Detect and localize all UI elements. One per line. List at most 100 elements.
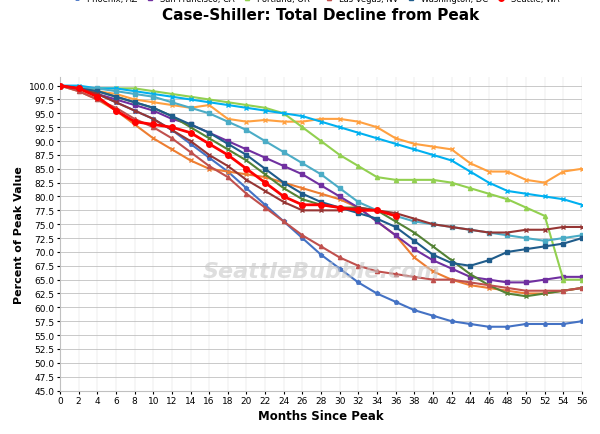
Boston, MA [75, 86, 82, 92]
New York, NY [56, 84, 64, 89]
San Francisco, CA [467, 275, 474, 280]
Phoenix, AZ [187, 142, 194, 147]
Seattle, WA [149, 122, 157, 128]
Washington, DC [467, 263, 474, 269]
Miami, FL [485, 286, 493, 291]
Boston, MA [541, 181, 548, 186]
New York, NY [336, 125, 343, 131]
Miami, FL [523, 291, 530, 296]
Los Angeles, CA [317, 208, 325, 214]
Miami, FL [262, 175, 269, 180]
Los Angeles, CA [467, 227, 474, 233]
Miami, FL [299, 186, 306, 191]
Portland, OR [392, 178, 399, 183]
Miami, FL [149, 136, 157, 141]
Los Angeles, CA [224, 164, 232, 169]
New York, NY [149, 92, 157, 97]
Las Vegas, NV [112, 106, 119, 111]
Washington, DC [299, 192, 306, 197]
Portland, OR [262, 106, 269, 111]
Boston, MA [280, 120, 287, 125]
San Diego, CA [560, 289, 567, 294]
Miami, FL [578, 286, 586, 291]
Phoenix, AZ [94, 92, 101, 97]
Las Vegas, NV [373, 269, 380, 274]
Washington, DC [224, 142, 232, 147]
San Diego, CA [149, 106, 157, 111]
Las Vegas, NV [448, 277, 455, 283]
San Diego, CA [448, 258, 455, 263]
Los Angeles, CA [149, 117, 157, 122]
New York, NY [112, 86, 119, 92]
Washington, DC [485, 258, 493, 263]
Miami, FL [94, 98, 101, 103]
Miami, FL [317, 192, 325, 197]
Boston, MA [224, 117, 232, 122]
Los Angeles, CA [485, 230, 493, 236]
Las Vegas, NV [224, 175, 232, 180]
Portland, OR [243, 103, 250, 108]
Boston, MA [355, 120, 362, 125]
Tampa, FL [560, 236, 567, 241]
San Diego, CA [131, 100, 138, 105]
Portland, OR [56, 84, 64, 89]
Tampa, FL [355, 200, 362, 205]
Boston, MA [56, 84, 64, 89]
Boston, MA [317, 117, 325, 122]
Phoenix, AZ [262, 203, 269, 208]
New York, NY [523, 192, 530, 197]
San Francisco, CA [485, 277, 493, 283]
Los Angeles, CA [355, 205, 362, 210]
Phoenix, AZ [355, 280, 362, 286]
Portland, OR [224, 100, 232, 105]
San Diego, CA [262, 172, 269, 178]
Las Vegas, NV [336, 255, 343, 260]
Washington, DC [578, 236, 586, 241]
Las Vegas, NV [149, 125, 157, 131]
Phoenix, AZ [485, 324, 493, 329]
San Diego, CA [373, 208, 380, 214]
Los Angeles, CA [578, 225, 586, 230]
New York, NY [206, 100, 213, 105]
Tampa, FL [541, 239, 548, 244]
Portland, OR [373, 175, 380, 180]
Washington, DC [206, 131, 213, 136]
Phoenix, AZ [373, 291, 380, 296]
Las Vegas, NV [504, 286, 511, 291]
Washington, DC [541, 244, 548, 250]
Miami, FL [131, 122, 138, 128]
Legend: Boston, MA, Phoenix, AZ, Miami, FL, San Francisco, CA, San Diego, CA, Portland, : Boston, MA, Phoenix, AZ, Miami, FL, San … [69, 0, 578, 4]
New York, NY [299, 114, 306, 119]
New York, NY [467, 170, 474, 175]
Boston, MA [373, 125, 380, 131]
Tampa, FL [112, 89, 119, 95]
Portland, OR [131, 86, 138, 92]
Portland, OR [485, 192, 493, 197]
Washington, DC [523, 247, 530, 252]
Phoenix, AZ [336, 266, 343, 272]
New York, NY [504, 189, 511, 194]
New York, NY [373, 136, 380, 141]
Las Vegas, NV [392, 272, 399, 277]
Los Angeles, CA [206, 153, 213, 158]
San Francisco, CA [523, 280, 530, 286]
Tampa, FL [336, 186, 343, 191]
Tampa, FL [523, 236, 530, 241]
Washington, DC [262, 167, 269, 172]
Boston, MA [485, 170, 493, 175]
New York, NY [392, 142, 399, 147]
Tampa, FL [168, 100, 175, 105]
Los Angeles, CA [429, 222, 436, 227]
San Francisco, CA [94, 92, 101, 97]
Miami, FL [243, 172, 250, 178]
Portland, OR [560, 277, 567, 283]
Tampa, FL [448, 225, 455, 230]
Miami, FL [429, 269, 436, 274]
San Francisco, CA [299, 172, 306, 178]
Phoenix, AZ [504, 324, 511, 329]
Miami, FL [336, 197, 343, 202]
Los Angeles, CA [94, 92, 101, 97]
San Diego, CA [467, 272, 474, 277]
San Diego, CA [75, 86, 82, 92]
Seattle, WA [280, 194, 287, 200]
